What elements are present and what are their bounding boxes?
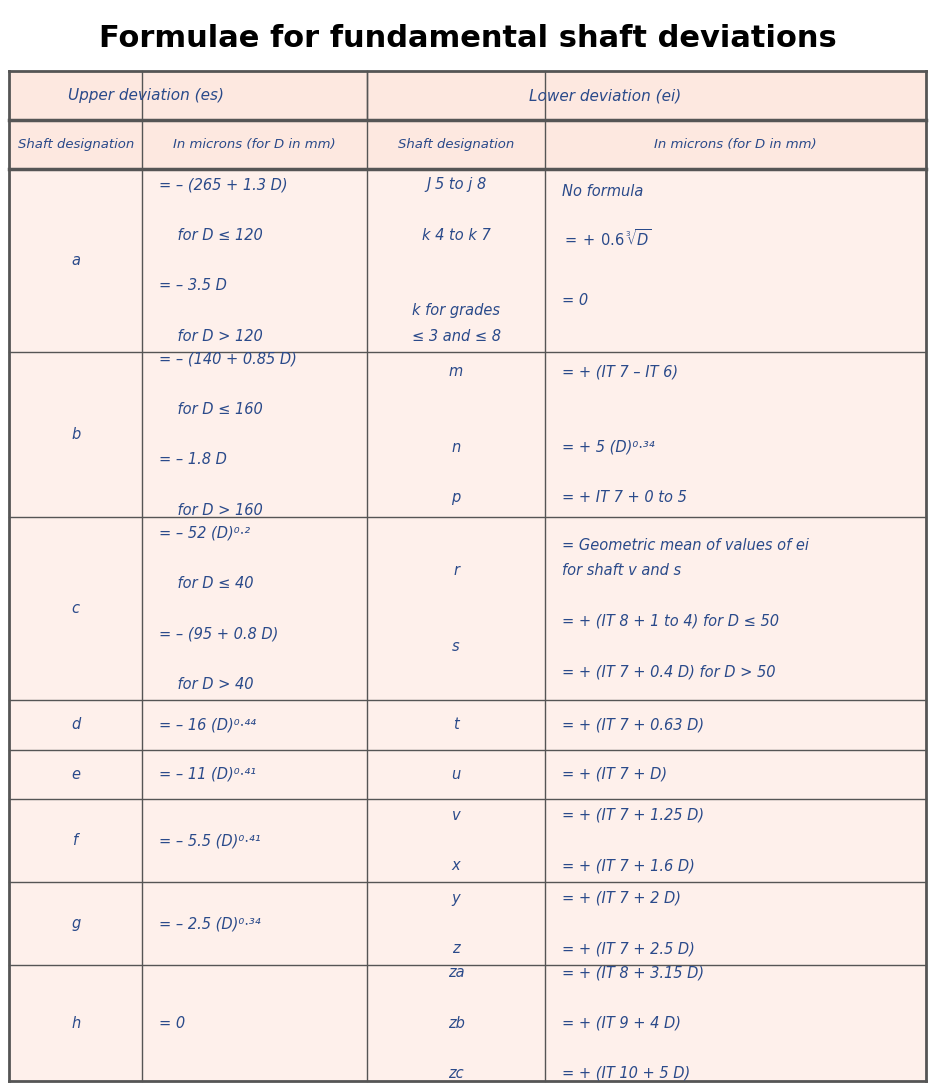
FancyBboxPatch shape	[367, 882, 545, 965]
Text: = Geometric mean of values of ei
for shaft v and s

= + (IT 8 + 1 to 4) for D ≤ : = Geometric mean of values of ei for sha…	[562, 538, 809, 679]
Text: = + (IT 7 + D): = + (IT 7 + D)	[562, 767, 668, 782]
FancyBboxPatch shape	[545, 749, 926, 799]
Text: = + (IT 8 + 3.15 D)

= + (IT 9 + 4 D)

= + (IT 10 + 5 D): = + (IT 8 + 3.15 D) = + (IT 9 + 4 D) = +…	[562, 965, 704, 1081]
Text: b: b	[71, 427, 80, 442]
FancyBboxPatch shape	[142, 169, 367, 352]
Text: Shaft designation: Shaft designation	[398, 139, 514, 151]
FancyBboxPatch shape	[142, 700, 367, 749]
FancyBboxPatch shape	[545, 882, 926, 965]
Text: = 0: = 0	[159, 1016, 185, 1031]
Text: Shaft designation: Shaft designation	[18, 139, 134, 151]
Text: za

zb

zc: za zb zc	[448, 965, 465, 1081]
FancyBboxPatch shape	[142, 518, 367, 700]
FancyBboxPatch shape	[9, 71, 142, 120]
Text: = – 52 (D)⁰⋅²

    for D ≤ 40

= – (95 + 0.8 D)

    for D > 40: = – 52 (D)⁰⋅² for D ≤ 40 = – (95 + 0.8 D…	[159, 525, 279, 691]
FancyBboxPatch shape	[9, 965, 142, 1081]
FancyBboxPatch shape	[142, 749, 367, 799]
Text: m


n

p: m n p	[449, 364, 463, 505]
FancyBboxPatch shape	[142, 352, 367, 518]
Text: u: u	[452, 767, 461, 782]
Text: a: a	[71, 253, 80, 268]
Text: $= +\,0.6\,\sqrt[3]{D}$: $= +\,0.6\,\sqrt[3]{D}$	[562, 228, 652, 249]
Text: = – (140 + 0.85 D)

    for D ≤ 160

= – 1.8 D

    for D > 160: = – (140 + 0.85 D) for D ≤ 160 = – 1.8 D…	[159, 352, 297, 518]
FancyBboxPatch shape	[9, 169, 142, 352]
FancyBboxPatch shape	[545, 799, 926, 882]
Text: e: e	[71, 767, 80, 782]
Text: = + (IT 7 + 2 D)

= + (IT 7 + 2.5 D): = + (IT 7 + 2 D) = + (IT 7 + 2.5 D)	[562, 891, 695, 957]
Text: = – (265 + 1.3 D)

    for D ≤ 120

= – 3.5 D

    for D > 120: = – (265 + 1.3 D) for D ≤ 120 = – 3.5 D …	[159, 177, 288, 344]
Text: Upper deviation (es): Upper deviation (es)	[68, 88, 224, 103]
Text: g: g	[71, 916, 80, 931]
Text: h: h	[71, 1016, 80, 1031]
FancyBboxPatch shape	[367, 518, 545, 700]
FancyBboxPatch shape	[142, 799, 367, 882]
Text: = + (IT 7 – IT 6)


= + 5 (D)⁰⋅³⁴

= + IT 7 + 0 to 5: = + (IT 7 – IT 6) = + 5 (D)⁰⋅³⁴ = + IT 7…	[562, 364, 687, 505]
FancyBboxPatch shape	[545, 965, 926, 1081]
FancyBboxPatch shape	[545, 518, 926, 700]
Text: = – 5.5 (D)⁰⋅⁴¹: = – 5.5 (D)⁰⋅⁴¹	[159, 833, 261, 848]
FancyBboxPatch shape	[545, 71, 926, 120]
FancyBboxPatch shape	[142, 882, 367, 965]
Text: Formulae for fundamental shaft deviations: Formulae for fundamental shaft deviation…	[98, 24, 837, 52]
FancyBboxPatch shape	[142, 120, 367, 169]
FancyBboxPatch shape	[142, 71, 367, 120]
FancyBboxPatch shape	[9, 882, 142, 965]
FancyBboxPatch shape	[9, 799, 142, 882]
FancyBboxPatch shape	[545, 352, 926, 518]
FancyBboxPatch shape	[367, 120, 545, 169]
Text: In microns (for D in mm): In microns (for D in mm)	[173, 139, 336, 151]
Text: t: t	[453, 717, 459, 732]
Text: = 0: = 0	[562, 293, 588, 308]
Text: Lower deviation (ei): Lower deviation (ei)	[529, 88, 682, 103]
FancyBboxPatch shape	[142, 965, 367, 1081]
FancyBboxPatch shape	[545, 169, 926, 352]
FancyBboxPatch shape	[9, 518, 142, 700]
FancyBboxPatch shape	[367, 700, 545, 749]
FancyBboxPatch shape	[367, 965, 545, 1081]
Text: y

z: y z	[452, 891, 460, 957]
FancyBboxPatch shape	[9, 749, 142, 799]
Text: = – 11 (D)⁰⋅⁴¹: = – 11 (D)⁰⋅⁴¹	[159, 767, 256, 782]
FancyBboxPatch shape	[545, 120, 926, 169]
Text: r


s: r s	[453, 563, 460, 654]
FancyBboxPatch shape	[9, 352, 142, 518]
FancyBboxPatch shape	[9, 700, 142, 749]
Text: In microns (for D in mm): In microns (for D in mm)	[654, 139, 817, 151]
Text: = – 16 (D)⁰⋅⁴⁴: = – 16 (D)⁰⋅⁴⁴	[159, 717, 256, 732]
Text: No formula: No formula	[562, 183, 643, 199]
FancyBboxPatch shape	[367, 169, 545, 352]
FancyBboxPatch shape	[367, 749, 545, 799]
FancyBboxPatch shape	[367, 352, 545, 518]
Text: = – 2.5 (D)⁰⋅³⁴: = – 2.5 (D)⁰⋅³⁴	[159, 916, 261, 931]
Text: c: c	[72, 601, 79, 616]
FancyBboxPatch shape	[367, 799, 545, 882]
Text: d: d	[71, 717, 80, 732]
Text: J 5 to j 8

k 4 to k 7


k for grades
≤ 3 and ≤ 8: J 5 to j 8 k 4 to k 7 k for grades ≤ 3 a…	[411, 177, 500, 344]
Text: v

x: v x	[452, 808, 460, 874]
Text: = + (IT 7 + 0.63 D): = + (IT 7 + 0.63 D)	[562, 717, 704, 732]
Text: = + (IT 7 + 1.25 D)

= + (IT 7 + 1.6 D): = + (IT 7 + 1.25 D) = + (IT 7 + 1.6 D)	[562, 808, 704, 874]
Text: f: f	[73, 833, 79, 848]
FancyBboxPatch shape	[9, 120, 142, 169]
FancyBboxPatch shape	[545, 700, 926, 749]
FancyBboxPatch shape	[367, 71, 545, 120]
